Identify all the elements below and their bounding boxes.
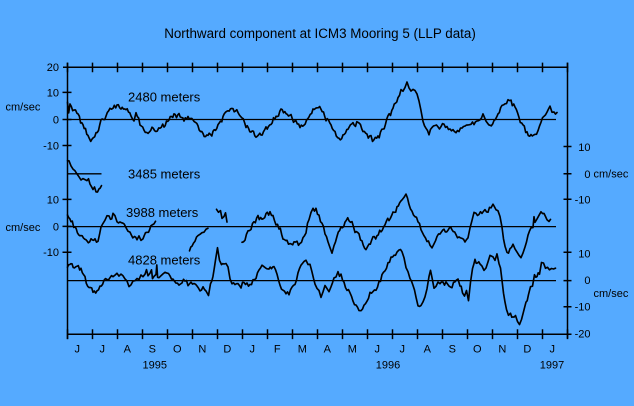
svg-text:20: 20 [47,62,59,74]
svg-text:cm/sec: cm/sec [6,222,41,234]
svg-text:J: J [375,343,381,355]
svg-text:1995: 1995 [143,359,167,371]
svg-text:M: M [348,343,357,355]
svg-text:1997: 1997 [540,359,564,371]
svg-text:-10: -10 [575,302,591,314]
svg-text:A: A [124,343,132,355]
svg-text:J: J [100,343,106,355]
svg-text:M: M [298,343,307,355]
svg-text:2480 meters: 2480 meters [128,89,201,104]
svg-text:N: N [198,343,206,355]
svg-text:F: F [274,343,281,355]
svg-text:3988 meters: 3988 meters [126,205,199,220]
svg-text:D: D [523,343,531,355]
svg-text:A: A [324,343,332,355]
svg-text:10: 10 [578,142,590,154]
svg-text:Northward component at ICM3 Mo: Northward component at ICM3 Mooring 5 (L… [164,26,476,41]
svg-text:10: 10 [47,87,59,99]
svg-text:-10: -10 [43,247,59,259]
svg-text:0: 0 [584,169,590,181]
svg-text:cm/sec: cm/sec [594,288,629,300]
svg-text:J: J [550,343,556,355]
svg-text:-10: -10 [43,141,59,153]
svg-text:1996: 1996 [376,359,400,371]
svg-text:3485 meters: 3485 meters [128,167,201,182]
svg-text:4828 meters: 4828 meters [128,252,201,267]
svg-text:N: N [498,343,506,355]
svg-text:10: 10 [578,249,590,261]
svg-text:-10: -10 [575,194,591,206]
svg-text:J: J [250,343,256,355]
svg-text:O: O [173,343,182,355]
svg-text:-20: -20 [575,328,591,340]
svg-text:J: J [400,343,406,355]
svg-text:0: 0 [584,275,590,287]
svg-text:S: S [149,343,156,355]
svg-text:J: J [75,343,81,355]
svg-text:D: D [223,343,231,355]
svg-text:0: 0 [53,115,59,127]
svg-text:S: S [449,343,456,355]
svg-text:10: 10 [47,194,59,206]
svg-text:0: 0 [53,222,59,234]
svg-text:cm/sec: cm/sec [6,102,41,114]
svg-text:cm/sec: cm/sec [594,169,629,181]
svg-text:A: A [424,343,432,355]
svg-text:O: O [473,343,482,355]
